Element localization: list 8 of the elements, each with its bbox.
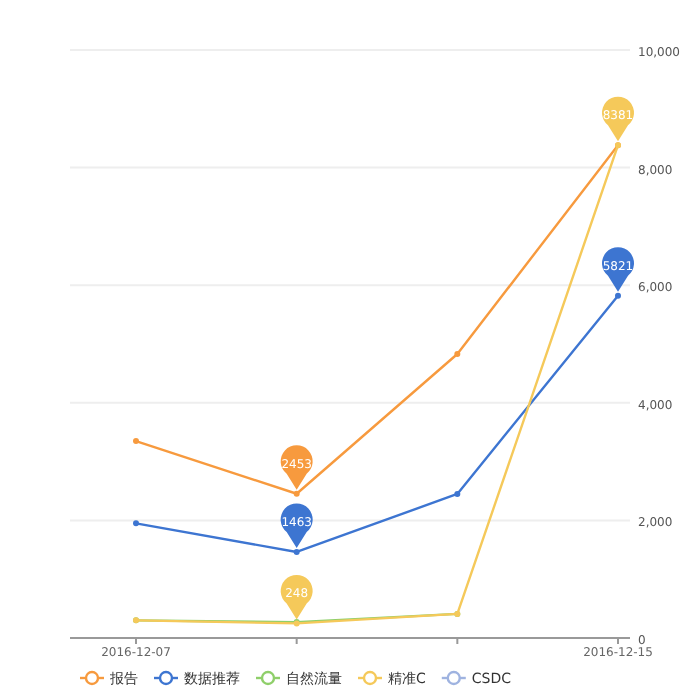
point	[454, 351, 461, 357]
line-series	[133, 292, 621, 555]
point	[133, 438, 139, 445]
point	[454, 490, 461, 497]
point	[293, 490, 300, 497]
point	[293, 548, 300, 555]
point	[133, 520, 139, 527]
point	[615, 292, 621, 299]
